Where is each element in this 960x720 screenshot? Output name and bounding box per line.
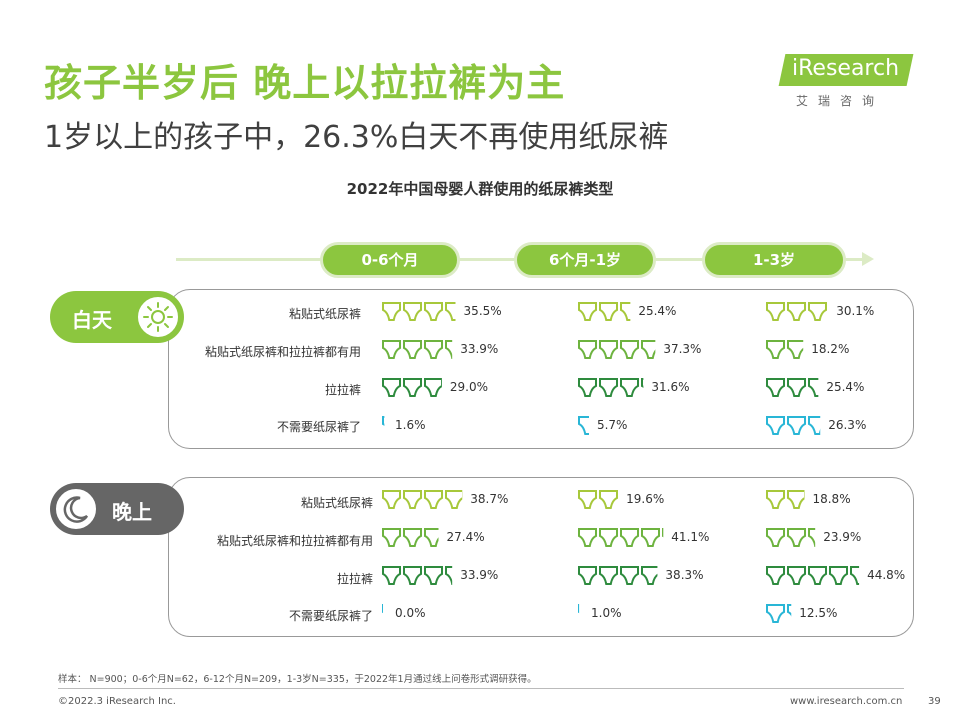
diaper-bar-night-col2-row1 [766,528,816,547]
row-label-day-none: 不需要纸尿裤了 [276,420,361,434]
diaper-bar-night-col2-row2 [766,566,860,585]
diaper-bar-night-col0-row1 [382,528,439,547]
value-label-day-col0-row1: 33.9% [460,342,499,356]
iresearch-logo: iResearch 艾瑞咨询 [778,50,914,110]
footer-divider [58,688,904,689]
value-label-night-col2-row0: 18.8% [812,492,851,506]
value-label-night-col2-row3: 12.5% [799,606,838,620]
diaper-bar-day-col0-row3 [382,416,385,427]
value-label-day-col2-row3: 26.3% [828,418,867,432]
row-label-night-none: 不需要纸尿裤了 [288,609,373,623]
diaper-bar-day-col2-row3 [766,416,821,435]
diaper-bar-day-col1-row2 [578,378,644,397]
diaper-bar-day-col1-row0 [578,302,631,321]
value-label-night-col1-row1: 41.1% [671,530,710,544]
value-label-day-col2-row2: 25.4% [826,380,865,394]
value-label-night-col1-row3: 1.0% [591,606,622,620]
diaper-bar-day-col2-row2 [766,378,819,397]
day-label: 白天 [72,308,112,332]
diaper-bar-night-col1-row2 [578,566,658,585]
value-label-day-col1-row1: 37.3% [663,342,702,356]
row-label-night-pullup: 拉拉裤 [336,572,373,586]
day-panel [168,289,914,449]
row-label-night-sticker: 粘贴式纸尿裤 [300,496,373,510]
diaper-bar-day-col0-row2 [382,378,442,397]
value-label-day-col2-row0: 30.1% [836,304,875,318]
value-label-night-col0-row3: 0.0% [395,606,426,620]
value-label-night-col1-row0: 19.6% [626,492,665,506]
logo-subtext: 艾瑞咨询 [796,94,885,108]
row-label-day-pullup: 拉拉裤 [324,383,361,397]
diaper-bar-night-col2-row0 [766,490,805,509]
page-subtitle: 1岁以上的孩子中，26.3%白天不再使用纸尿裤 [44,120,669,155]
row-label-night-both: 粘贴式纸尿裤和拉拉裤都有用 [216,534,373,548]
row-label-day-both: 粘贴式纸尿裤和拉拉裤都有用 [204,345,361,359]
age-pill-6-12: 6个月-1岁 [514,242,656,278]
diaper-bar-night-col1-row3 [578,604,580,614]
diaper-bar-night-col1-row1 [578,528,664,547]
sample-note: 样本： N=900；0-6个月N=62，6-12个月N=209，1-3岁N=33… [58,674,537,685]
value-label-day-col0-row0: 35.5% [463,304,502,318]
logo-text: iResearch [792,56,900,81]
website: www.iresearch.com.cn [790,696,903,707]
value-label-night-col0-row2: 33.9% [460,568,499,582]
night-label-pill: 晚上 [50,483,184,535]
diaper-bar-night-col1-row0 [578,490,618,509]
page-number: 39 [928,696,941,707]
sun-icon [136,295,180,339]
value-label-night-col0-row0: 38.7% [470,492,509,506]
day-label-pill: 白天 [50,291,184,343]
row-label-day-sticker: 粘贴式纸尿裤 [288,307,361,321]
diaper-bar-day-col1-row1 [578,340,656,359]
age-pill-1-3: 1-3岁 [702,242,846,278]
value-label-day-col1-row2: 31.6% [651,380,690,394]
value-label-night-col0-row1: 27.4% [446,530,485,544]
night-panel [168,477,914,637]
diaper-bar-day-col1-row3 [578,416,589,435]
timeline-arrow-icon [862,252,874,266]
moon-icon [54,487,98,531]
chart-title: 2022年中国母婴人群使用的纸尿裤类型 [346,180,614,198]
value-label-night-col2-row2: 44.8% [867,568,906,582]
copyright: ©2022.3 iResearch Inc. [58,696,176,707]
value-label-day-col0-row3: 1.6% [395,418,426,432]
diaper-bar-night-col2-row3 [766,604,792,623]
value-label-night-col2-row1: 23.9% [823,530,862,544]
value-label-night-col1-row2: 38.3% [665,568,704,582]
diaper-bar-night-col0-row3 [382,604,383,614]
value-label-day-col2-row1: 18.2% [811,342,850,356]
page-title: 孩子半岁后 晚上以拉拉裤为主 [44,61,566,105]
diaper-bar-day-col0-row0 [382,302,456,321]
diaper-bar-day-col0-row1 [382,340,453,359]
diaper-bar-night-col0-row0 [382,490,463,509]
value-label-day-col1-row0: 25.4% [638,304,677,318]
diaper-bar-day-col2-row0 [766,302,827,321]
value-label-day-col0-row2: 29.0% [449,380,489,394]
value-label-day-col1-row3: 5.7% [596,418,628,432]
diaper-bar-night-col0-row2 [382,566,453,585]
night-label: 晚上 [112,500,152,524]
diaper-bar-day-col2-row1 [766,340,804,359]
age-pill-0-6: 0-6个月 [320,242,460,278]
